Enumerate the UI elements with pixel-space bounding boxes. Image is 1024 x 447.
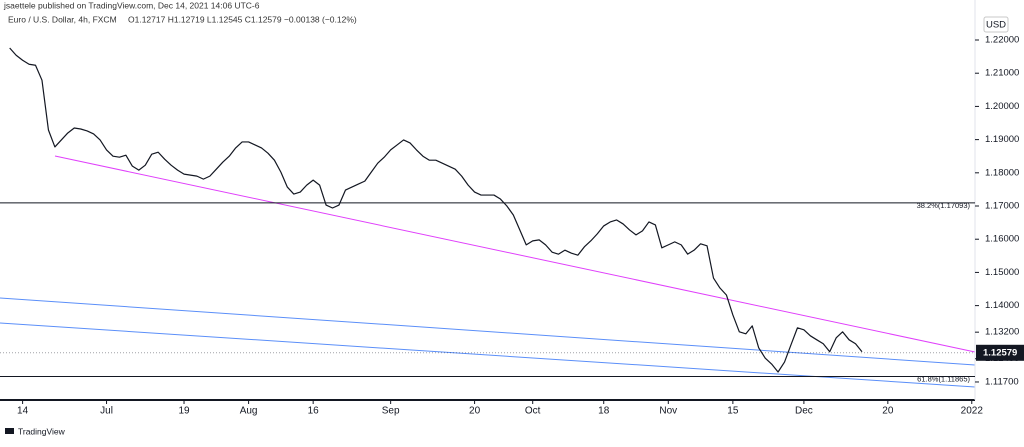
y-tick-label: 1.17000 (985, 201, 1019, 212)
x-tick-label: Oct (525, 406, 541, 417)
publisher-header: jsaettele published on TradingView.com, … (3, 0, 260, 10)
x-tick-label: 14 (17, 406, 29, 417)
currency: USD (986, 20, 1006, 31)
symbol-title: Euro / U.S. Dollar, 4h, FXCM (8, 14, 117, 24)
price-line (9, 47, 863, 373)
x-tick-label: 19 (178, 406, 190, 417)
x-tick-label: Aug (240, 406, 258, 417)
y-tick-label: 1.22000 (985, 35, 1019, 46)
x-tick-label: 16 (308, 406, 320, 417)
level-label: 61.8%(1.11865) (917, 374, 970, 383)
y-tick-label: 1.13200 (985, 327, 1019, 338)
y-tick-label: 1.19000 (985, 134, 1019, 145)
y-tick-label: 1.15000 (985, 267, 1019, 278)
x-tick-label: 18 (598, 406, 610, 417)
last-price-label: 1.12579 (983, 347, 1017, 358)
x-tick-label: Dec (795, 406, 813, 417)
ohlc-readout: O1.12717 H1.12719 L1.12545 C1.12579 −0.0… (128, 14, 357, 24)
x-tick-label: 20 (469, 406, 481, 417)
x-tick-label: 15 (727, 406, 739, 417)
logo-mark (5, 428, 14, 434)
trend-line (54, 155, 976, 353)
last-price-box (976, 344, 1024, 361)
y-tick-label: 1.18000 (985, 167, 1019, 178)
y-tick-label: 1.20000 (985, 101, 1019, 112)
y-tick-label: 1.11700 (985, 376, 1019, 387)
currency-box (983, 16, 1009, 33)
brand-logo: TradingView (5, 426, 66, 436)
x-tick-label: 2022 (961, 406, 984, 417)
y-tick-label: 1.21000 (985, 68, 1019, 79)
brand: TradingView (18, 426, 66, 436)
y-tick-label: 1.16000 (985, 234, 1019, 245)
level-label: 38.2%(1.17093) (917, 201, 971, 210)
x-tick-label: 20 (882, 406, 894, 417)
x-tick-label: Sep (382, 406, 400, 417)
x-tick-label: Jul (100, 406, 113, 417)
trend-line (0, 297, 976, 366)
y-tick-label: 1.14000 (985, 300, 1019, 311)
x-tick-label: Nov (659, 406, 677, 417)
